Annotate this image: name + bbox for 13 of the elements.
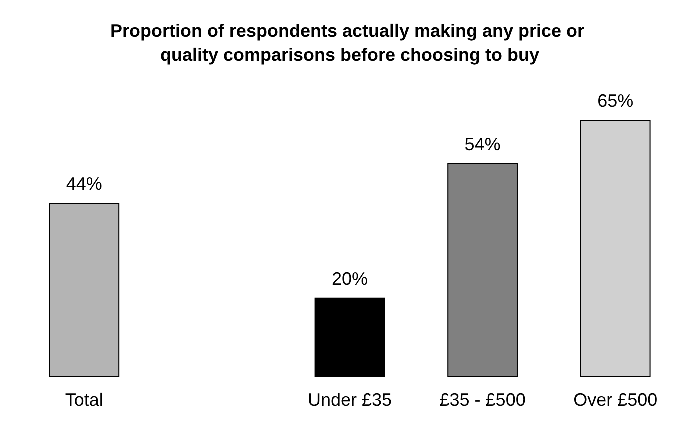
data-label: 20% [332, 268, 368, 289]
bar [448, 163, 518, 377]
chart-title: Proportion of respondents actually making any price or quality comparisons before choosing to buy [110, 21, 590, 65]
data-label: 54% [464, 134, 501, 154]
x-tick-label: Over £500 [574, 390, 658, 410]
x-tick-label: Total [65, 390, 104, 410]
bar [314, 298, 386, 377]
x-tick-label: £35 - £500 [440, 390, 526, 410]
bar [580, 120, 651, 377]
bar [49, 203, 120, 377]
data-label: 44% [66, 174, 102, 194]
data-label: 65% [598, 91, 634, 111]
x-tick-label: Under £35 [308, 390, 392, 410]
